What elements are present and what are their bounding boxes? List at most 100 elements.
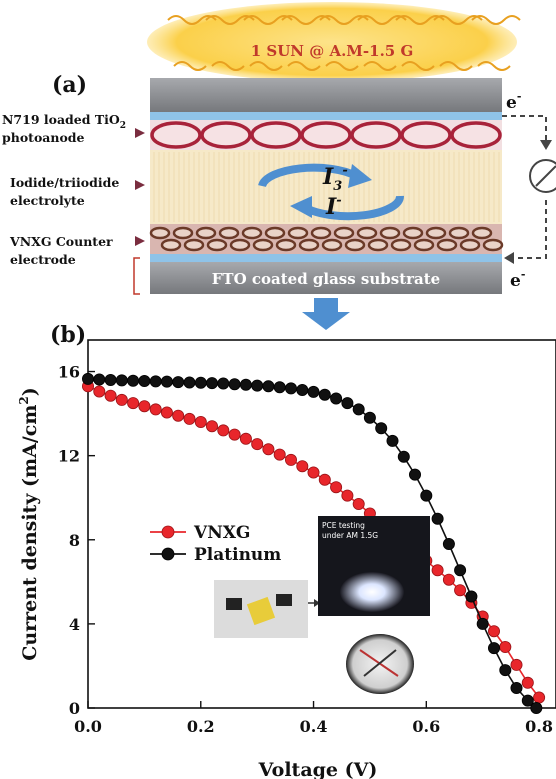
vnxg-particle [229, 238, 251, 252]
data-point-vnxg [239, 432, 252, 445]
down-arrow-icon [302, 298, 350, 330]
data-point-vnxg [228, 428, 241, 441]
counter-pointer-icon [135, 236, 145, 246]
dye-particle [150, 121, 202, 149]
vnxg-particle [344, 238, 366, 252]
data-point-platinum [397, 450, 410, 463]
meter-needle [535, 165, 556, 187]
photoanode-pointer-icon [135, 128, 145, 138]
data-point-vnxg [442, 573, 455, 586]
circuit-wire-bottom [512, 200, 547, 259]
vnxg-particle [195, 226, 217, 240]
cell-sample [246, 596, 276, 626]
vnxg-particle [482, 238, 504, 252]
data-point-platinum [375, 422, 388, 435]
vnxg-particle [413, 238, 435, 252]
x-tick-label: 0.8 [525, 717, 553, 736]
data-point-platinum [115, 374, 128, 387]
data-point-vnxg [521, 676, 534, 689]
sun-ray [205, 15, 255, 25]
panel-a-label: (a) [52, 72, 87, 98]
data-point-platinum [318, 388, 331, 401]
y-axis-label: Current density (mA/cm2) [17, 387, 41, 661]
vnxg-particle [459, 238, 481, 252]
electrolyte-label: Iodide/triiodide [10, 175, 119, 190]
data-point-platinum [149, 375, 162, 388]
dye-particle [350, 121, 402, 149]
circuit-wire-top [502, 115, 547, 144]
circuit-arrow-down-icon [540, 140, 552, 150]
top-glass [150, 78, 502, 112]
data-point-platinum [127, 374, 140, 387]
series-layer [82, 372, 546, 715]
data-point-vnxg [93, 385, 106, 398]
top-fto-layer [150, 112, 502, 120]
data-point-vnxg [183, 412, 196, 425]
external-circuit: e- e- [502, 90, 556, 291]
data-point-vnxg [115, 393, 128, 406]
data-point-vnxg [284, 453, 297, 466]
data-point-vnxg [431, 564, 444, 577]
data-point-platinum [487, 642, 500, 655]
lamp-glow [340, 572, 404, 612]
data-point-vnxg [341, 489, 354, 502]
vnxg-particle [287, 226, 309, 240]
inset-caption-line2: under AM 1.5G [322, 531, 378, 540]
data-point-vnxg [533, 691, 546, 704]
photoanode-label-line2: photoanode [2, 130, 85, 145]
inset-arrow-icon [314, 599, 320, 607]
sun-ray [395, 15, 445, 25]
data-point-platinum [363, 411, 376, 424]
data-point-vnxg [205, 420, 218, 433]
data-point-platinum [465, 590, 478, 603]
sun-ray [471, 15, 521, 25]
data-point-vnxg [296, 460, 309, 473]
x-axis-label: Voltage (V) [258, 759, 378, 779]
data-point-vnxg [104, 389, 117, 402]
data-point-platinum [510, 682, 523, 695]
vnxg-particles [149, 226, 504, 252]
substrate-bracket [133, 257, 140, 295]
sun-ray [243, 15, 293, 25]
circuit-arrow-left-icon [504, 252, 514, 264]
data-point-vnxg [352, 497, 365, 510]
data-point-vnxg [499, 641, 512, 654]
x-tick-label: 0.4 [300, 717, 328, 736]
data-point-platinum [330, 392, 343, 405]
x-tick-label: 0.0 [74, 717, 102, 736]
data-point-vnxg [273, 448, 286, 461]
vnxg-particle [206, 238, 228, 252]
dye-particle [300, 121, 352, 149]
data-point-vnxg [138, 400, 151, 413]
sun-ray [167, 15, 217, 25]
vnxg-particle [367, 238, 389, 252]
ion-iodide: I- [325, 193, 342, 220]
data-point-platinum [251, 379, 264, 392]
series-line-platinum [87, 378, 537, 709]
vnxg-particle [298, 238, 320, 252]
data-point-vnxg [307, 466, 320, 479]
data-point-vnxg [330, 481, 343, 494]
data-point-vnxg [149, 403, 162, 416]
vnxg-particle [356, 226, 378, 240]
data-point-platinum [239, 378, 252, 391]
electrolyte-label-line2: electrolyte [10, 193, 85, 208]
sun-ray [357, 15, 407, 25]
vnxg-particle [333, 226, 355, 240]
data-point-platinum [138, 374, 151, 387]
sun-rays [167, 15, 521, 71]
data-point-platinum [341, 397, 354, 410]
meter-icon [529, 159, 556, 193]
setup-wire-2 [363, 649, 397, 677]
sun-ray [433, 15, 483, 25]
electrolyte-pointer-icon [135, 180, 145, 190]
data-point-platinum [307, 385, 320, 398]
sun-ray [325, 61, 359, 71]
y-tick-label: 0 [69, 699, 80, 718]
data-point-platinum [160, 375, 173, 388]
dye-particle [200, 121, 252, 149]
data-point-platinum [499, 664, 512, 677]
ion-triiodide: I3- [322, 163, 348, 194]
vnxg-particle [172, 226, 194, 240]
